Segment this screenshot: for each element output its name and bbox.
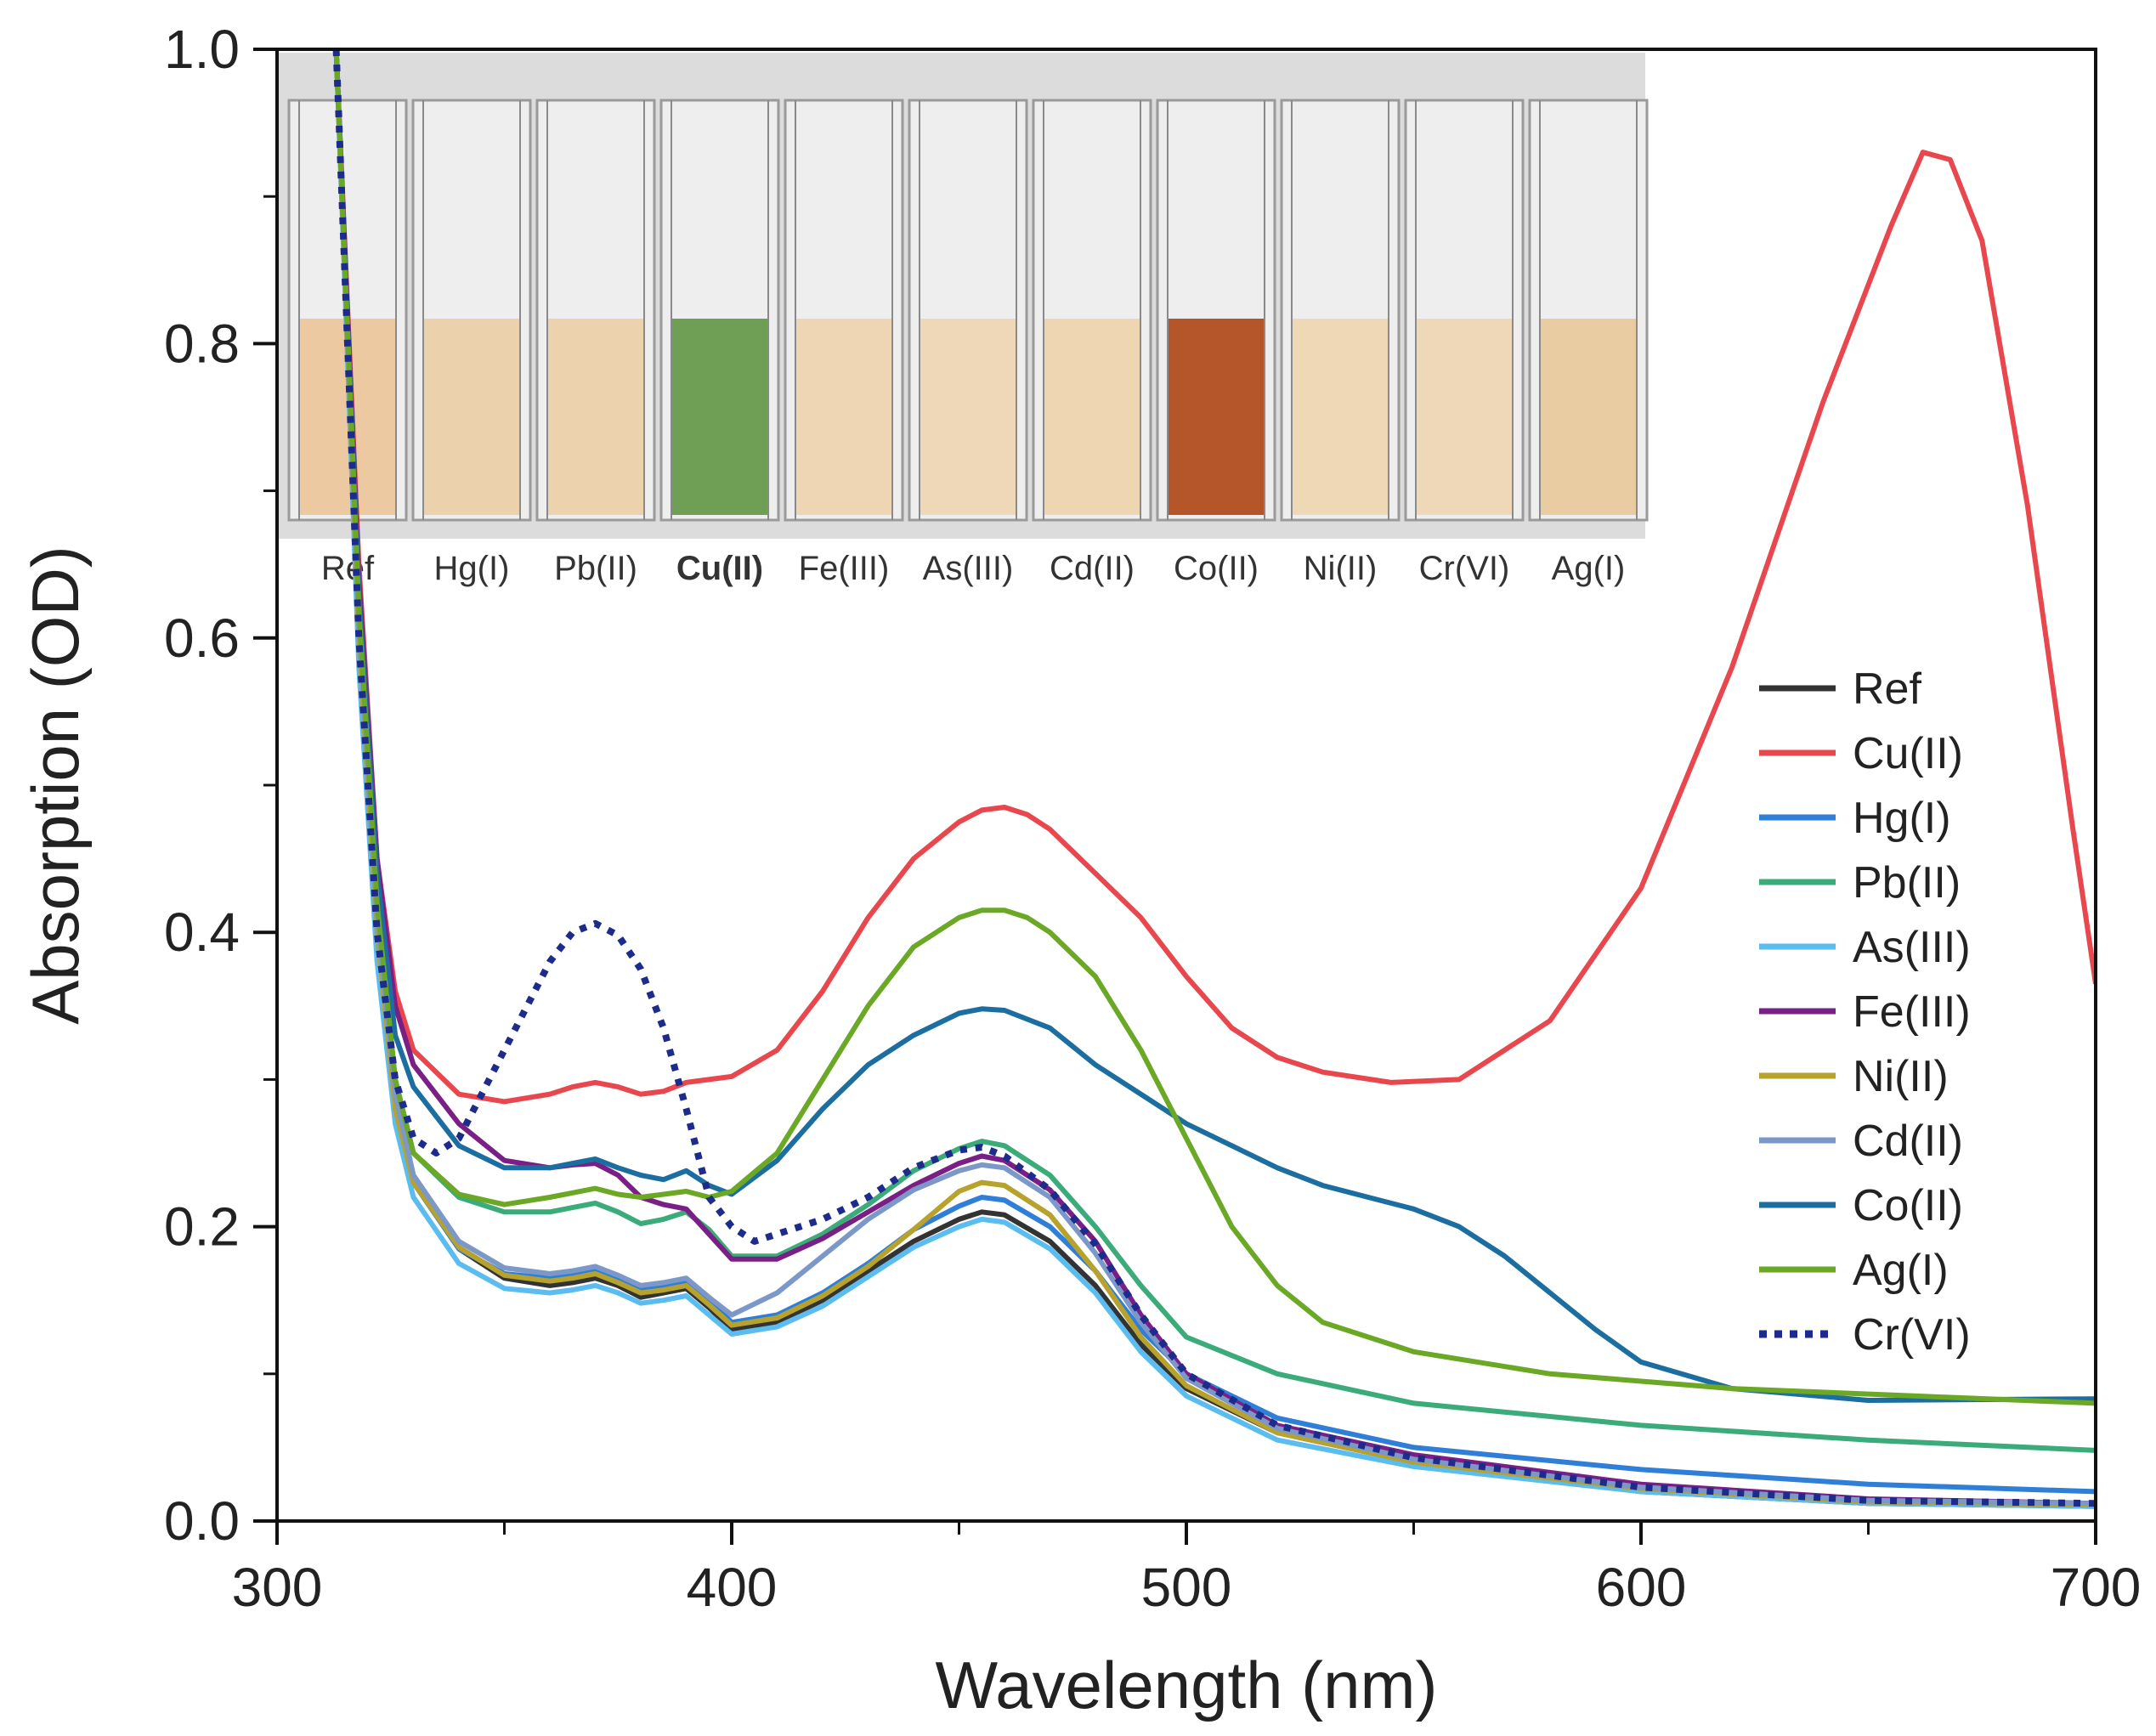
vial-liquid bbox=[1540, 319, 1637, 515]
axis-ticks: 300 400 500 600 700 0.0 0.2 0.4 0.6 0.8 1.0 bbox=[164, 19, 2141, 1618]
vial bbox=[908, 99, 1028, 522]
vial-label: Cd(II) bbox=[1050, 550, 1135, 587]
vial-liquid bbox=[1292, 319, 1389, 515]
legend-label: Ref bbox=[1853, 664, 1921, 714]
legend-label: As(III) bbox=[1853, 923, 1971, 972]
vial bbox=[535, 99, 656, 522]
y-tick-label: 1.0 bbox=[164, 19, 240, 80]
vial-label: As(III) bbox=[923, 550, 1014, 587]
series-line bbox=[332, 49, 2096, 1507]
legend: Ref Cu(II) Hg(I) Pb(II) As(III) Fe(III) Ni(II)… bbox=[1759, 664, 1971, 1360]
vials-group bbox=[287, 99, 1649, 522]
legend-label: Cu(II) bbox=[1853, 729, 1963, 778]
vial-liquid bbox=[1044, 319, 1140, 515]
x-axis-title: Wavelength (nm) bbox=[936, 1648, 1438, 1722]
series-line bbox=[333, 49, 2096, 1406]
series-layer bbox=[332, 49, 2096, 1509]
vial-label: Ag(I) bbox=[1552, 550, 1626, 587]
y-tick-label: 0.4 bbox=[164, 902, 240, 963]
y-tick-label: 0.0 bbox=[164, 1490, 240, 1552]
legend-label: Co(II) bbox=[1853, 1181, 1963, 1230]
x-tick-label: 400 bbox=[687, 1557, 778, 1618]
legend-label: Fe(III) bbox=[1853, 987, 1971, 1037]
vial-liquid bbox=[920, 319, 1016, 515]
y-tick-label: 0.2 bbox=[164, 1196, 240, 1258]
x-tick-label: 600 bbox=[1596, 1557, 1687, 1618]
x-tick-label: 500 bbox=[1141, 1557, 1232, 1618]
vial-labels: Ref Hg(I) Pb(II) Cu(II) Fe(III) As(III) Cd(II)… bbox=[321, 550, 1625, 587]
vial bbox=[1528, 99, 1649, 522]
vial-liquid bbox=[423, 319, 520, 515]
vial bbox=[411, 99, 532, 522]
vial-liquid bbox=[1168, 319, 1265, 515]
vial-liquid bbox=[1416, 319, 1513, 515]
vial-label: Cr(VI) bbox=[1419, 550, 1510, 587]
legend-label: Ni(II) bbox=[1853, 1052, 1949, 1101]
series-line bbox=[333, 49, 2096, 1507]
vial bbox=[659, 99, 780, 522]
vial-label: Co(II) bbox=[1174, 550, 1259, 587]
vial-label: Pb(II) bbox=[554, 550, 637, 587]
vial-label: Ref bbox=[321, 550, 375, 587]
series-line bbox=[333, 49, 2096, 1105]
legend-label: Pb(II) bbox=[1853, 858, 1961, 908]
y-tick-label: 0.6 bbox=[164, 608, 240, 669]
legend-label: Hg(I) bbox=[1853, 794, 1951, 843]
series-line bbox=[333, 49, 2096, 1507]
vial-label: Hg(I) bbox=[434, 550, 510, 587]
vial-label: Cu(II) bbox=[676, 550, 763, 587]
inset-photo bbox=[277, 53, 1649, 539]
vial-liquid bbox=[795, 319, 892, 515]
vial bbox=[1156, 99, 1276, 522]
legend-label: Ag(I) bbox=[1853, 1246, 1949, 1295]
vial bbox=[287, 99, 408, 522]
x-tick-label: 700 bbox=[2051, 1557, 2142, 1618]
vial bbox=[1404, 99, 1525, 522]
vial-liquid bbox=[547, 319, 644, 515]
vial bbox=[784, 99, 904, 522]
y-axis-title: Absorption (OD) bbox=[18, 546, 93, 1025]
legend-label: Cd(II) bbox=[1853, 1117, 1963, 1166]
vial-label: Fe(III) bbox=[799, 550, 890, 587]
vial-label: Ni(II) bbox=[1304, 550, 1378, 587]
vial bbox=[1032, 99, 1152, 522]
vial bbox=[1280, 99, 1401, 522]
series-line bbox=[333, 49, 2096, 1403]
y-tick-label: 0.8 bbox=[164, 313, 240, 374]
vial-liquid bbox=[671, 319, 768, 515]
series-line bbox=[333, 49, 2096, 1453]
x-tick-label: 300 bbox=[232, 1557, 323, 1618]
series-line bbox=[333, 49, 2096, 1509]
legend-label: Cr(VI) bbox=[1853, 1310, 1971, 1360]
